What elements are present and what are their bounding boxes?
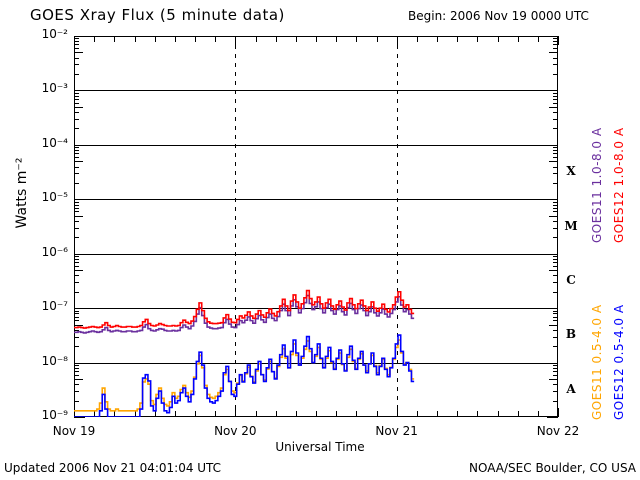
y-axis-label: Watts m⁻² [14,157,30,229]
updated-timestamp: Updated 2006 Nov 21 04:01:04 UTC [4,461,222,475]
legend-label-goes12-short: GOES12 0.5-4.0 A [612,304,626,420]
x-tick-label: Nov 22 [536,424,580,438]
y-tick-label: 10⁻² [41,27,68,41]
flare-class-m: M [564,218,578,233]
x-tick-label: Nov 20 [214,424,257,438]
legend-label-goes11-long: GOES11 1.0-8.0 A [590,127,604,243]
y-tick-label: 10⁻⁵ [41,190,68,205]
flare-class-b: B [565,327,577,342]
legend-label-goes12-long: GOES12 1.0-8.0 A [612,127,626,243]
begin-time-label: Begin: 2006 Nov 19 0000 UTC [408,9,589,23]
agency-label: NOAA/SEC Boulder, CO USA [469,461,636,475]
legend-label-goes11-short: GOES11 0.5-4.0 A [590,304,604,420]
y-tick-label: 10⁻³ [41,81,68,96]
x-tick-label: Nov 21 [375,424,418,438]
flare-class-a: A [566,381,576,396]
y-tick-label: 10⁻⁷ [41,299,68,314]
y-tick-label: 10⁻⁴ [41,135,68,150]
y-tick-label: 10⁻⁶ [41,244,68,259]
x-tick-label: Nov 19 [52,424,96,438]
y-tick-label: 10⁻⁹ [41,408,68,422]
y-tick-label: 10⁻⁸ [41,353,68,368]
flare-class-x: X [566,164,576,179]
x-axis-label: Universal Time [275,440,365,454]
flare-class-c: C [566,272,576,287]
page-title: GOES Xray Flux (5 minute data) [30,6,285,24]
plot-area [74,36,558,417]
